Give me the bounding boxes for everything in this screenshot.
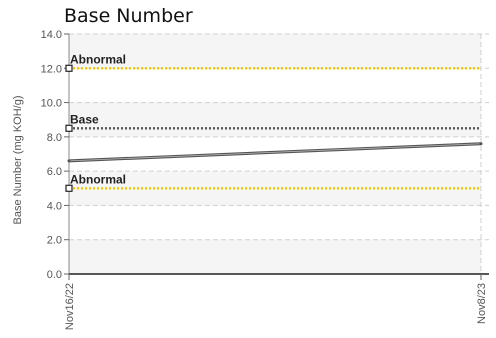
y-tick-label: 14.0 [41,29,62,41]
gridlines [68,33,489,274]
reference-label: Abnormal [70,172,126,186]
reference-marker [65,184,73,192]
x-tick-label: Nov8/23 [476,283,488,324]
y-tick-label: 0.0 [47,269,62,281]
y-tick-label: 12.0 [41,63,62,75]
y-axis-label: Base Number (mg KOH/g) [12,96,24,225]
data-point [67,159,71,163]
series [67,142,483,163]
reference-marker [65,124,73,132]
reference-label: Abnormal [70,52,126,66]
reference-lines: Abnormal Base Abnormal [65,52,481,192]
plot-bands [69,34,481,274]
chart-title: Base Number [64,5,193,27]
x-tick-label: Nov16/22 [64,283,76,330]
plot-band [69,102,481,137]
y-tick-label: 8.0 [47,132,62,144]
reference-label: Base [70,112,99,126]
x-ticks: Nov16/22 Nov8/23 [64,274,488,330]
y-tick-label: 10.0 [41,98,62,110]
plot-band [69,34,481,69]
data-point [479,142,483,146]
reference-marker [65,64,73,72]
plot-band [69,239,481,274]
y-ticks: 0.0 2.0 4.0 6.0 8.0 10.0 12.0 14.0 [41,29,69,281]
series-line-highlight [68,143,482,162]
y-tick-label: 4.0 [47,200,62,212]
y-tick-label: 2.0 [47,235,62,247]
axes [68,34,489,275]
y-tick-label: 6.0 [47,166,62,178]
